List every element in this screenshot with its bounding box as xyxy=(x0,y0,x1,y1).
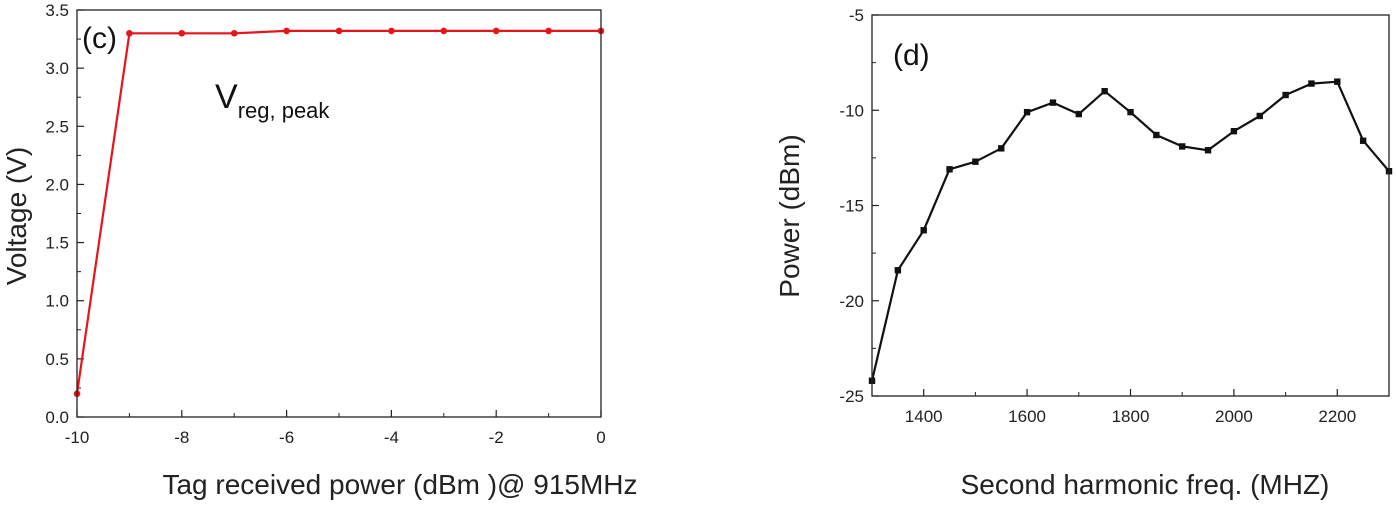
data-point xyxy=(178,29,186,37)
data-point xyxy=(1049,99,1057,106)
data-point xyxy=(1334,78,1341,85)
y-tick-label: -10 xyxy=(839,101,864,120)
x-axis-title: Second harmonic freq. (MHZ) xyxy=(961,469,1330,500)
data-point xyxy=(1127,108,1134,116)
data-point xyxy=(1075,110,1082,118)
x-tick-label: -8 xyxy=(174,428,189,447)
x-tick-label: 1600 xyxy=(1008,407,1046,426)
data-point xyxy=(1308,80,1315,87)
y-tick-label: 0.5 xyxy=(45,350,69,369)
x-tick-label: -10 xyxy=(65,428,90,447)
data-point xyxy=(1153,131,1160,139)
y-tick-label: 1.5 xyxy=(45,234,69,253)
plot-frame xyxy=(76,9,602,418)
data-point xyxy=(1023,108,1031,116)
y-tick-label: -25 xyxy=(839,387,864,406)
y-tick-label: 3.5 xyxy=(45,1,69,20)
data-point xyxy=(1256,112,1263,120)
annotation-main: V xyxy=(215,78,238,116)
data-point xyxy=(920,227,927,234)
data-point xyxy=(1230,128,1238,135)
x-tick-label: 0 xyxy=(596,428,605,447)
data-point xyxy=(972,158,979,165)
series-line xyxy=(75,29,601,394)
y-tick-label: 2.5 xyxy=(45,117,69,136)
voltage-chart: -10 -8 -6 -4 -2 0 0.0 0.5 1.0 1.5 2.0 2.5 3.0 3.5 (c)… xyxy=(1,1,638,500)
data-point xyxy=(545,27,552,35)
y-tick-label: 0.0 xyxy=(45,408,69,427)
plot-frame xyxy=(871,14,1390,397)
data-point xyxy=(230,29,238,37)
x-tick-label: 1800 xyxy=(1112,407,1150,426)
y-tick-label: -15 xyxy=(839,197,864,216)
data-point xyxy=(1204,147,1212,154)
data-point xyxy=(1282,91,1289,99)
data-point xyxy=(440,27,448,35)
data-point xyxy=(126,29,133,37)
y-tick-label: 2.0 xyxy=(45,175,69,194)
panel-label: (d) xyxy=(893,39,930,72)
x-tick-label: -4 xyxy=(384,428,399,447)
curve-annotation: Vreg, peak xyxy=(215,78,330,123)
y-tick-label: -5 xyxy=(849,6,864,25)
y-tick-label: -20 xyxy=(839,292,864,311)
data-point xyxy=(1359,137,1367,144)
x-tick-label: -6 xyxy=(279,428,294,447)
data-point xyxy=(998,145,1005,152)
x-tick-label: 2200 xyxy=(1318,407,1356,426)
data-point xyxy=(492,27,500,35)
data-point xyxy=(1179,143,1186,150)
x-axis-title: Tag received power (dBm )@ 915MHz xyxy=(162,469,637,500)
data-point xyxy=(335,27,343,35)
data-point xyxy=(283,27,290,35)
x-tick-label: 1400 xyxy=(905,407,943,426)
y-tick-label: 1.0 xyxy=(45,292,69,311)
y-axis-title: Power (dBm) xyxy=(774,134,805,297)
annotation-subscript: reg, peak xyxy=(238,98,331,123)
x-tick-label: 2000 xyxy=(1215,407,1253,426)
y-tick-label: 3.0 xyxy=(45,59,69,78)
series-line xyxy=(870,80,1390,382)
data-point xyxy=(388,27,395,35)
panel-label: (c) xyxy=(82,22,117,55)
x-tick-label: -2 xyxy=(489,428,504,447)
data-point xyxy=(946,166,953,173)
data-point xyxy=(894,267,902,274)
data-point xyxy=(1101,88,1108,95)
y-axis-title: Voltage (V) xyxy=(1,147,32,286)
power-chart: 1400 1600 1800 2000 2200 -25 -20 -15 -10 -5 (d) S… xyxy=(774,6,1393,500)
